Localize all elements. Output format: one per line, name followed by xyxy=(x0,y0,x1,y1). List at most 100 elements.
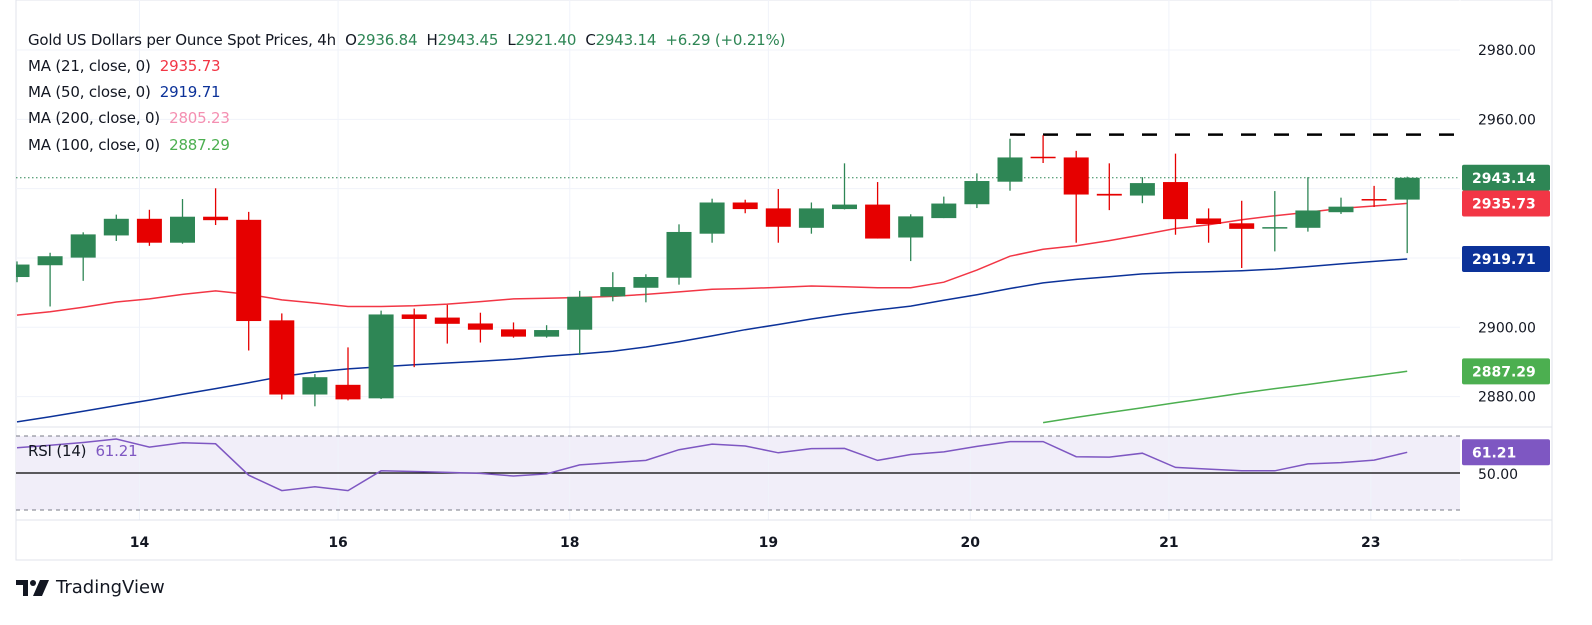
x-tick-label: 14 xyxy=(130,535,150,551)
price-badge[interactable] xyxy=(1462,245,1550,272)
close-label: C xyxy=(585,31,596,49)
tradingview-logo-icon xyxy=(16,579,49,596)
candle-body xyxy=(1129,183,1155,196)
candle[interactable] xyxy=(1394,176,1420,254)
y-tick-label: 2880.00 xyxy=(1478,390,1536,406)
indicator-label: MA (200, close, 0) xyxy=(28,109,160,127)
candle[interactable] xyxy=(699,198,725,243)
rsi-badge-label: 61.21 xyxy=(1472,445,1516,461)
candle-body xyxy=(732,202,758,210)
candle[interactable] xyxy=(103,214,129,241)
candle[interactable] xyxy=(798,202,824,234)
candle[interactable] xyxy=(269,313,295,400)
x-tick-label: 23 xyxy=(1361,535,1380,551)
candle[interactable] xyxy=(70,232,96,281)
candle[interactable] xyxy=(467,312,493,343)
open-value: 2936.84 xyxy=(356,31,418,49)
ma50-line xyxy=(16,258,1408,423)
candle-body xyxy=(16,264,30,278)
price-badge[interactable] xyxy=(1462,358,1550,385)
candle[interactable] xyxy=(1063,150,1089,243)
candle-body xyxy=(534,330,560,337)
candle[interactable] xyxy=(203,188,229,226)
candle-body xyxy=(699,202,725,234)
candle[interactable] xyxy=(1295,177,1321,232)
legend-ma200[interactable]: MA (200, close, 0) 2805.23 xyxy=(28,109,230,127)
indicator-value: 2935.73 xyxy=(159,57,221,75)
candle-body xyxy=(335,384,361,400)
candle[interactable] xyxy=(1229,200,1255,269)
candle[interactable] xyxy=(1030,135,1056,163)
price-badge[interactable] xyxy=(1462,190,1550,217)
candle[interactable] xyxy=(170,199,195,244)
candle-body xyxy=(765,208,791,227)
legend-rsi[interactable]: RSI (14) 61.21 xyxy=(28,442,138,460)
candle[interactable] xyxy=(1328,197,1354,214)
low-label: L xyxy=(507,31,516,49)
candle[interactable] xyxy=(832,163,857,210)
candle-body xyxy=(1229,223,1255,229)
candle-body xyxy=(931,203,957,219)
candle[interactable] xyxy=(302,374,328,407)
open-label: O xyxy=(345,31,357,49)
legend-ma21[interactable]: MA (21, close, 0) 2935.73 xyxy=(28,57,221,75)
candle-body xyxy=(1328,206,1354,213)
candle-body xyxy=(401,314,427,319)
indicator-value: 2919.71 xyxy=(159,83,221,101)
candle[interactable] xyxy=(434,304,460,344)
candle[interactable] xyxy=(765,188,791,243)
candle[interactable] xyxy=(732,199,758,214)
candle[interactable] xyxy=(865,182,891,239)
candle-body xyxy=(170,216,195,243)
candle[interactable] xyxy=(37,252,63,307)
candle[interactable] xyxy=(997,138,1023,191)
candle[interactable] xyxy=(600,272,626,302)
price-badge-label: 2919.71 xyxy=(1472,252,1536,268)
candle[interactable] xyxy=(1196,208,1222,243)
candle-body xyxy=(1361,199,1387,201)
candle[interactable] xyxy=(236,211,262,351)
legend-ma100[interactable]: MA (100, close, 0) 2887.29 xyxy=(28,136,230,154)
candle[interactable] xyxy=(335,347,361,401)
rsi-badge[interactable] xyxy=(1462,439,1550,466)
change-value: +6.29 (+0.21%) xyxy=(665,31,786,49)
candle-body xyxy=(269,320,295,395)
rsi-label: RSI (14) xyxy=(28,442,87,460)
candle[interactable] xyxy=(401,308,427,368)
candle[interactable] xyxy=(666,224,692,285)
candle[interactable] xyxy=(368,310,394,400)
candle[interactable] xyxy=(931,196,957,219)
candle[interactable] xyxy=(633,274,659,303)
candle[interactable] xyxy=(1163,153,1188,235)
candle[interactable] xyxy=(1129,177,1155,204)
rsi-line xyxy=(16,438,1408,492)
candle-body xyxy=(600,287,626,297)
rsi-value: 61.21 xyxy=(95,442,138,460)
price-badge-label: 2935.73 xyxy=(1472,196,1536,212)
candle[interactable] xyxy=(5,261,30,283)
candle-body xyxy=(37,256,63,266)
candle-body xyxy=(501,329,526,337)
candle[interactable] xyxy=(567,290,593,356)
legend-ma50[interactable]: MA (50, close, 0) 2919.71 xyxy=(28,83,221,101)
tradingview-logo[interactable]: TradingView xyxy=(16,577,165,598)
candle[interactable] xyxy=(501,322,526,338)
x-tick-label: 19 xyxy=(759,535,778,551)
candle[interactable] xyxy=(1096,163,1122,211)
candle[interactable] xyxy=(534,325,560,338)
candle[interactable] xyxy=(136,209,162,246)
candle[interactable] xyxy=(964,173,990,209)
price-badge[interactable] xyxy=(1462,164,1550,191)
candle-body xyxy=(302,377,328,395)
candle-body xyxy=(865,204,891,239)
price-badge-label: 2943.14 xyxy=(1472,171,1536,187)
candle[interactable] xyxy=(1361,185,1387,208)
candle[interactable] xyxy=(1262,191,1288,252)
candle-body xyxy=(997,157,1023,182)
candle[interactable] xyxy=(898,214,924,262)
price-pane[interactable] xyxy=(5,133,1461,424)
candle-body xyxy=(1063,157,1089,195)
indicator-label: MA (50, close, 0) xyxy=(28,83,151,101)
indicator-value: 2887.29 xyxy=(169,136,230,154)
